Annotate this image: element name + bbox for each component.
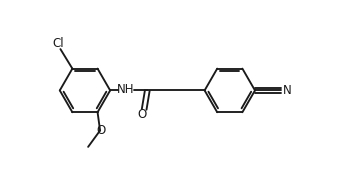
Text: NH: NH — [117, 83, 135, 96]
Text: O: O — [96, 124, 105, 137]
Text: O: O — [137, 108, 146, 121]
Text: Cl: Cl — [52, 37, 64, 50]
Text: N: N — [283, 84, 292, 97]
